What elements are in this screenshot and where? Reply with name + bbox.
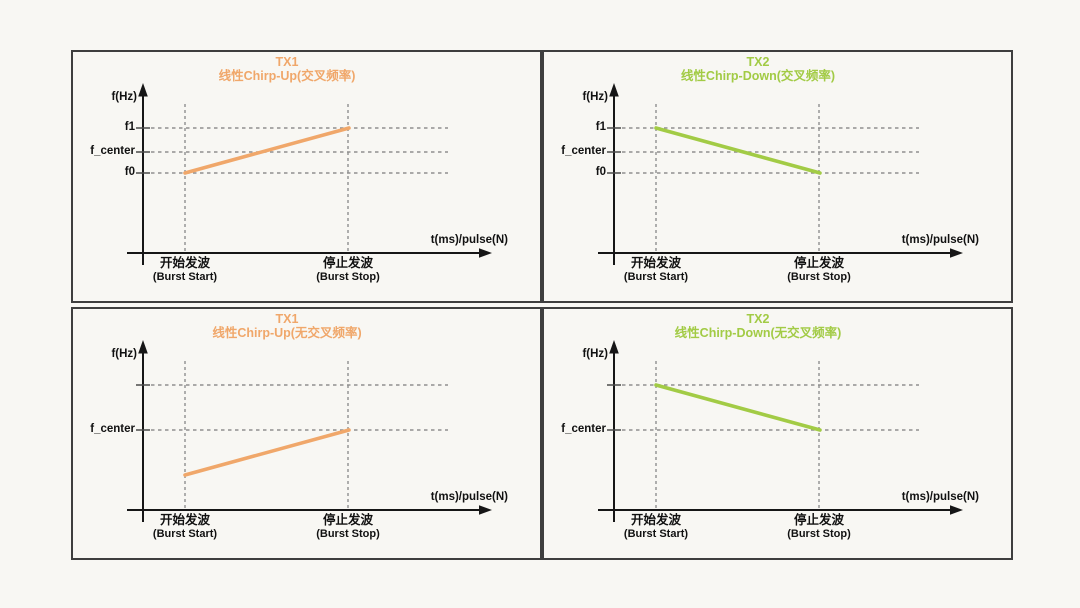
panel-tx2-chirp-down-crossing: TX2 线性Chirp-Down(交叉频率) f(Hz) t(ms)/pulse… xyxy=(542,50,1013,303)
burst-stop-cn: 停止发波 xyxy=(322,256,373,270)
panel-title-line1: TX1 xyxy=(275,312,299,326)
panel-title-line2: 线性Chirp-Down(交叉频率) xyxy=(680,69,836,83)
panel-layer: TX1 线性Chirp-Up(无交叉频率) f(Hz) t(ms)/pulse(… xyxy=(71,307,538,556)
burst-start-cn: 开始发波 xyxy=(159,256,210,270)
y-tick-label-f_center: f_center xyxy=(561,423,606,435)
panel-title: TX1 线性Chirp-Up(无交叉频率) xyxy=(71,312,503,340)
burst-start-cn: 开始发波 xyxy=(159,513,210,527)
chirp-line xyxy=(654,126,822,175)
panel-tx1-chirp-up-non-crossing: TX1 线性Chirp-Up(无交叉频率) f(Hz) t(ms)/pulse(… xyxy=(71,307,542,560)
burst-start-label: 开始发波 (Burst Start) xyxy=(576,256,736,284)
burst-start-en: (Burst Start) xyxy=(152,528,218,540)
panel-title-line2: 线性Chirp-Up(交叉频率) xyxy=(218,69,356,83)
burst-start-label: 开始发波 (Burst Start) xyxy=(105,513,265,541)
burst-stop-label: 停止发波 (Burst Stop) xyxy=(739,513,899,541)
panel-layer: TX1 线性Chirp-Up(交叉频率) f(Hz) t(ms)/pulse(N… xyxy=(71,50,538,299)
burst-stop-en: (Burst Stop) xyxy=(787,271,851,283)
y-axis-arrowhead xyxy=(138,340,148,354)
x-axis-label: t(ms)/pulse(N) xyxy=(430,491,508,503)
y-tick-label-f1: f1 xyxy=(595,121,606,133)
chirp-line xyxy=(654,383,822,432)
burst-stop-en: (Burst Stop) xyxy=(787,528,851,540)
panel-title-line1: TX1 xyxy=(275,55,299,69)
panel-title-line1: TX2 xyxy=(746,312,770,326)
burst-stop-label: 停止发波 (Burst Stop) xyxy=(268,513,428,541)
y-tick-label-f0: f0 xyxy=(124,166,135,178)
burst-stop-en: (Burst Stop) xyxy=(316,271,380,283)
x-axis-arrowhead xyxy=(950,505,963,515)
y-axis-arrowhead xyxy=(609,83,619,97)
burst-start-cn: 开始发波 xyxy=(630,256,681,270)
y-tick-label-f1: f1 xyxy=(124,121,135,133)
x-axis-arrowhead xyxy=(479,505,492,515)
x-axis-arrowhead xyxy=(950,248,963,258)
x-axis-label: t(ms)/pulse(N) xyxy=(901,491,979,503)
panel-tx2-chirp-down-non-crossing: TX2 线性Chirp-Down(无交叉频率) f(Hz) t(ms)/puls… xyxy=(542,307,1013,560)
panel-title: TX2 线性Chirp-Down(无交叉频率) xyxy=(542,312,974,340)
chirp-line xyxy=(183,126,351,175)
y-axis-label: f(Hz) xyxy=(111,348,137,360)
plot-canvas xyxy=(598,83,963,265)
burst-stop-label: 停止发波 (Burst Stop) xyxy=(268,256,428,284)
y-tick-label-f_center: f_center xyxy=(90,145,135,157)
chirp-line xyxy=(183,428,351,477)
y-axis-arrowhead xyxy=(609,340,619,354)
burst-start-en: (Burst Start) xyxy=(152,271,218,283)
panel-title-line2: 线性Chirp-Down(无交叉频率) xyxy=(674,326,842,340)
x-axis-label: t(ms)/pulse(N) xyxy=(901,234,979,246)
y-axis-label: f(Hz) xyxy=(582,91,608,103)
y-axis-label: f(Hz) xyxy=(111,91,137,103)
panel-title-line2: 线性Chirp-Up(无交叉频率) xyxy=(212,326,362,340)
panel-layer: TX2 线性Chirp-Down(交叉频率) f(Hz) t(ms)/pulse… xyxy=(542,50,1009,299)
panel-title: TX1 线性Chirp-Up(交叉频率) xyxy=(71,55,503,83)
plot-canvas xyxy=(598,340,963,522)
burst-stop-label: 停止发波 (Burst Stop) xyxy=(739,256,899,284)
x-axis-label: t(ms)/pulse(N) xyxy=(430,234,508,246)
burst-stop-cn: 停止发波 xyxy=(793,256,844,270)
x-axis-arrowhead xyxy=(479,248,492,258)
burst-stop-en: (Burst Stop) xyxy=(316,528,380,540)
burst-stop-cn: 停止发波 xyxy=(322,513,373,527)
panel-tx1-chirp-up-crossing: TX1 线性Chirp-Up(交叉频率) f(Hz) t(ms)/pulse(N… xyxy=(71,50,542,303)
plot-canvas xyxy=(127,340,492,522)
burst-stop-cn: 停止发波 xyxy=(793,513,844,527)
y-axis-label: f(Hz) xyxy=(582,348,608,360)
burst-start-en: (Burst Start) xyxy=(623,271,689,283)
y-tick-label-f_center: f_center xyxy=(561,145,606,157)
burst-start-en: (Burst Start) xyxy=(623,528,689,540)
y-axis-arrowhead xyxy=(138,83,148,97)
panel-title-line1: TX2 xyxy=(746,55,770,69)
burst-start-label: 开始发波 (Burst Start) xyxy=(576,513,736,541)
y-tick-label-f0: f0 xyxy=(595,166,606,178)
burst-start-cn: 开始发波 xyxy=(630,513,681,527)
y-tick-label-f_center: f_center xyxy=(90,423,135,435)
panel-title: TX2 线性Chirp-Down(交叉频率) xyxy=(542,55,974,83)
panel-layer: TX2 线性Chirp-Down(无交叉频率) f(Hz) t(ms)/puls… xyxy=(542,307,1009,556)
plot-canvas xyxy=(127,83,492,265)
burst-start-label: 开始发波 (Burst Start) xyxy=(105,256,265,284)
